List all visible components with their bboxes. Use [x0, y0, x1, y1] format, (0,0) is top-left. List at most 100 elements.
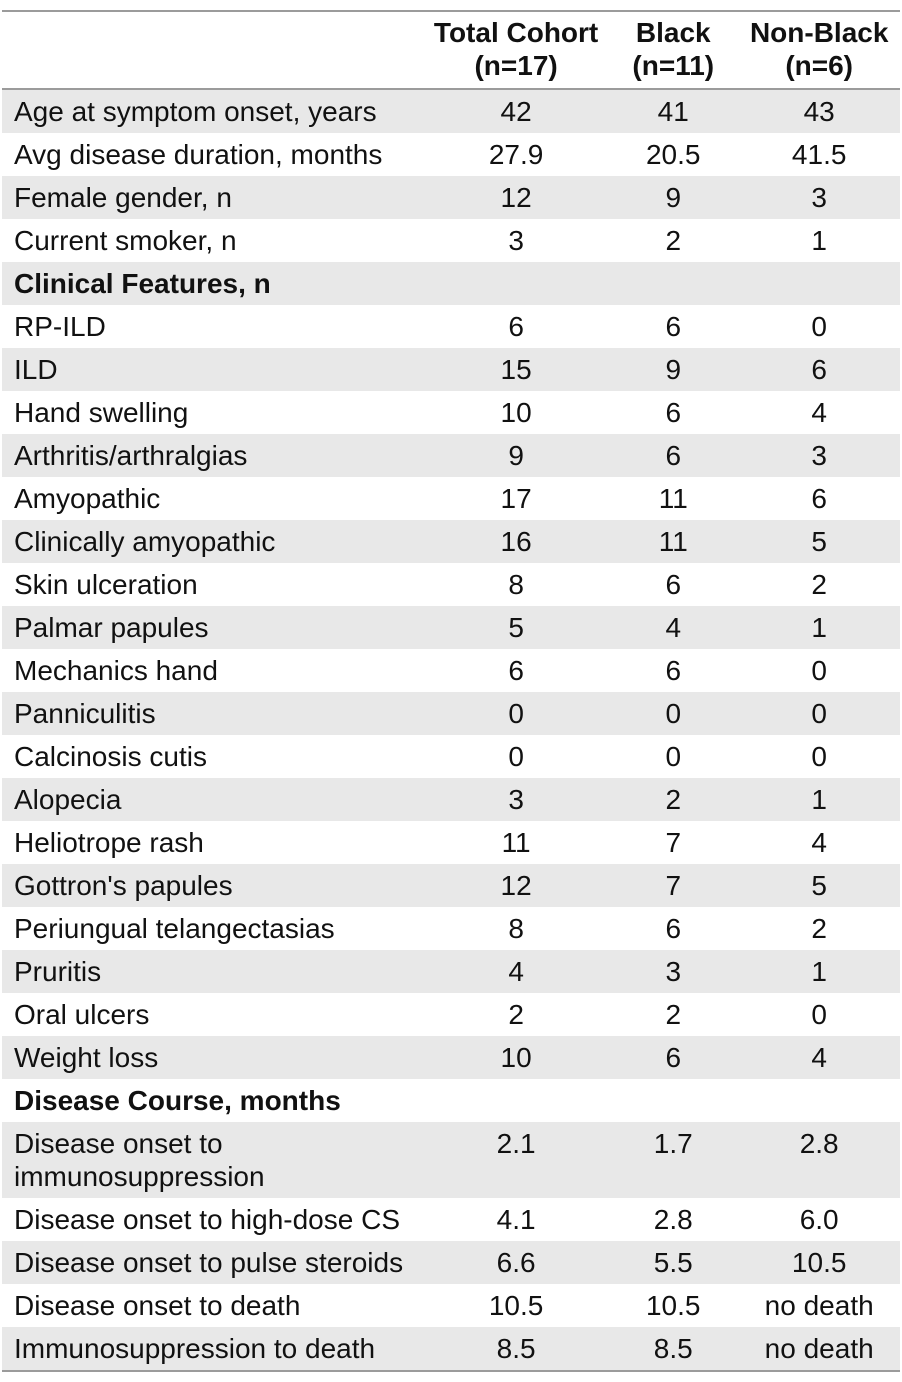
cell-value: 3 — [811, 440, 827, 471]
table-row: Age at symptom onset, years 42 41 43 — [2, 89, 900, 133]
cell-value: 2 — [811, 569, 827, 600]
table-row: Weight loss 10 6 4 — [2, 1036, 900, 1079]
cell-value: 4 — [811, 1042, 827, 1073]
cell-value — [738, 262, 900, 305]
cell-value: 0 — [665, 741, 682, 772]
cell-value: 2 — [811, 913, 827, 944]
header-empty-cell — [2, 12, 425, 90]
cell-value: 6 — [508, 311, 524, 342]
cell-value: 2 — [665, 999, 682, 1030]
row-label: Gottron's papules — [14, 870, 233, 901]
header-total-cohort: Total Cohort (n=17) — [424, 12, 609, 90]
header-black: Black (n=11) — [608, 12, 739, 90]
cell-value: 7 — [665, 870, 682, 901]
cell-value — [608, 1079, 738, 1122]
cell-value: 41.5 — [791, 139, 847, 170]
cell-value: 12 — [500, 870, 532, 901]
section-label: Clinical Features, n — [14, 268, 271, 299]
cell-value: 10 — [500, 1042, 532, 1073]
cell-value: 0 — [665, 698, 682, 729]
cell-value: 10.5 — [645, 1290, 701, 1321]
cell-value: 6 — [665, 1042, 682, 1073]
row-label: Mechanics hand — [14, 655, 218, 686]
cell-value: 5 — [811, 870, 827, 901]
table-row: Panniculitis 0 0 0 — [2, 692, 900, 735]
row-label: Calcinosis cutis — [14, 741, 207, 772]
cell-value: no death — [764, 1290, 874, 1321]
cell-value: 6 — [665, 397, 682, 428]
cell-value: 16 — [500, 526, 532, 557]
row-label: Clinically amyopathic — [14, 526, 276, 557]
cell-value: no death — [764, 1333, 874, 1364]
cell-value: 3 — [665, 956, 682, 987]
cell-value: 6 — [665, 655, 682, 686]
cell-value — [738, 1079, 900, 1122]
cell-value: 5 — [508, 612, 524, 643]
cell-value: 15 — [500, 354, 532, 385]
cell-value: 11 — [501, 827, 531, 858]
row-label: Oral ulcers — [14, 999, 150, 1030]
header-non-black: Non-Black (n=6) — [738, 12, 900, 90]
cohort-table-container: Total Cohort (n=17) Black (n=11) Non-Bla… — [2, 10, 900, 1372]
row-label: Palmar papules — [14, 612, 209, 643]
table-row: Immunosuppression to death 8.5 8.5 no death — [2, 1327, 900, 1370]
header-line1: Non-Black — [749, 17, 889, 48]
table-row: Avg disease duration, months 27.9 20.5 41.5 — [2, 133, 900, 176]
cell-value — [608, 262, 738, 305]
cell-value: 0 — [811, 741, 827, 772]
cell-value: 2 — [508, 999, 524, 1030]
cell-value: 4 — [508, 956, 524, 987]
cell-value: 9 — [665, 182, 682, 213]
cell-value: 1 — [811, 784, 827, 815]
cell-value: 8 — [508, 569, 524, 600]
table-row: Clinically amyopathic 16 11 5 — [2, 520, 900, 563]
cell-value: 27.9 — [488, 139, 544, 170]
cell-value: 6.6 — [496, 1247, 536, 1278]
cell-value: 1.7 — [653, 1128, 693, 1159]
table-row: Pruritis 4 3 1 — [2, 950, 900, 993]
cell-value: 6 — [665, 440, 682, 471]
table-row: Disease onset to high-dose CS 4.1 2.8 6.0 — [2, 1198, 900, 1241]
row-label: Amyopathic — [14, 483, 161, 514]
table-row: Calcinosis cutis 0 0 0 — [2, 735, 900, 778]
cell-value: 6 — [811, 354, 827, 385]
cell-value: 12 — [500, 182, 532, 213]
cell-value: 5 — [811, 526, 827, 557]
cell-value: 7 — [665, 827, 682, 858]
cell-value: 6.0 — [799, 1204, 839, 1235]
cell-value: 4.1 — [496, 1204, 536, 1235]
cell-value — [424, 1079, 608, 1122]
cell-value: 9 — [508, 440, 524, 471]
table-row: Amyopathic 17 11 6 — [2, 477, 900, 520]
cell-value: 3 — [508, 784, 524, 815]
table-row: Hand swelling 10 6 4 — [2, 391, 900, 434]
row-label: Periungual telangectasias — [14, 913, 335, 944]
cell-value: 8.5 — [653, 1333, 693, 1364]
table-row: Mechanics hand 6 6 0 — [2, 649, 900, 692]
cell-value: 2.8 — [653, 1204, 693, 1235]
cohort-table: Total Cohort (n=17) Black (n=11) Non-Bla… — [2, 12, 900, 1370]
cell-value: 41 — [657, 96, 689, 127]
cell-value: 0 — [811, 655, 827, 686]
cell-value: 20.5 — [645, 139, 701, 170]
table-row: Disease onset to death 10.5 10.5 no death — [2, 1284, 900, 1327]
row-label: Age at symptom onset, years — [14, 96, 377, 127]
cell-value: 0 — [811, 311, 827, 342]
header-row: Total Cohort (n=17) Black (n=11) Non-Bla… — [2, 12, 900, 90]
section-label: Disease Course, months — [14, 1085, 341, 1116]
row-label: Female gender, n — [14, 182, 232, 213]
cell-value: 1 — [811, 225, 827, 256]
cell-value — [424, 262, 608, 305]
row-label: Disease onset to immunosuppression — [14, 1128, 265, 1192]
table-row: Skin ulceration 8 6 2 — [2, 563, 900, 606]
table-row: Female gender, n 12 9 3 — [2, 176, 900, 219]
cell-value: 11 — [658, 483, 688, 514]
cell-value: 6 — [665, 913, 682, 944]
header-line2: (n=6) — [785, 50, 854, 81]
cell-value: 8.5 — [496, 1333, 536, 1364]
cell-value: 42 — [500, 96, 532, 127]
cell-value: 43 — [803, 96, 835, 127]
row-label: Skin ulceration — [14, 569, 198, 600]
cell-value: 6 — [665, 569, 682, 600]
table-row: RP-ILD 6 6 0 — [2, 305, 900, 348]
